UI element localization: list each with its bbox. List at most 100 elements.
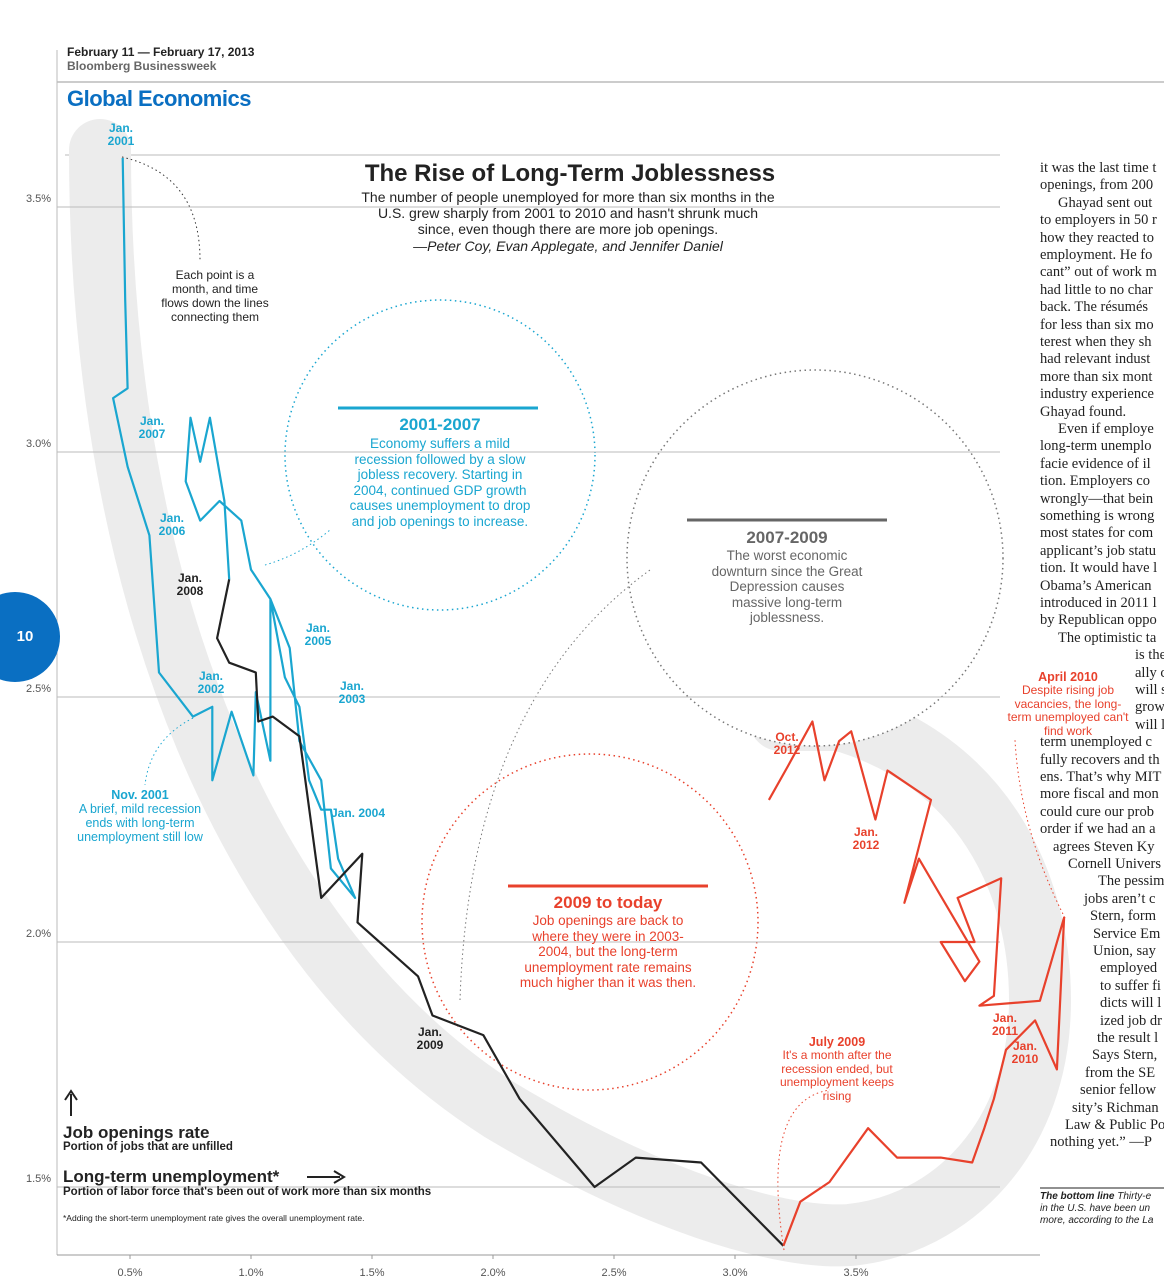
article-line: The optimistic ta [1058, 629, 1157, 646]
article-line: nothing yet.” —P [1050, 1134, 1152, 1151]
article-line: most states for com [1040, 525, 1154, 542]
x-tick-label: 0.5% [117, 1267, 142, 1279]
article-line: Ghayad sent out [1058, 194, 1153, 211]
point-label: Jan. 2009 [416, 1025, 444, 1052]
x-tick-label: 3.0% [722, 1267, 747, 1279]
article-line: to suffer fi [1100, 977, 1161, 994]
article-line: senior fellow [1080, 1082, 1157, 1099]
bottom-line-text: in the U.S. have been un [1040, 1203, 1151, 1214]
article-line: could cure our prob [1040, 803, 1154, 820]
article-line: it was the last time t [1040, 160, 1157, 176]
article-line: term unemployed c [1040, 734, 1152, 751]
y-tick-label: 3.0% [26, 438, 51, 450]
article-line: employment. He fo [1040, 247, 1153, 263]
publication: Bloomberg Businessweek [67, 59, 217, 73]
marks [112, 157, 1066, 1247]
inset-title: 2001-2007 [399, 415, 481, 434]
series-line [216, 579, 785, 1247]
series-line [767, 720, 1066, 1247]
point-label: Oct. 2012 [773, 730, 801, 757]
article-line: employed [1100, 960, 1158, 977]
point-label: Jan. 2010 [1011, 1039, 1039, 1066]
leader [121, 156, 201, 261]
x-arrow-head [333, 1170, 346, 1184]
bottom-line-text: Thirty-e [1117, 1191, 1152, 1202]
point-label: Jan. 2006 [158, 511, 186, 538]
chart-subtitle: The number of people unemployed for more… [361, 189, 775, 237]
y-tick-label: 1.5% [26, 1173, 51, 1185]
article-line: agrees Steven Ky [1053, 838, 1155, 855]
article-line: had relevant indust [1040, 351, 1151, 368]
inset-title: 2007-2009 [746, 528, 828, 547]
leader [264, 529, 331, 566]
article-line: will s [1135, 682, 1164, 698]
point-label: Jan. 2007 [138, 414, 166, 441]
article-line: fully recovers and th [1040, 751, 1160, 768]
article-line: tion. It would have l [1040, 560, 1158, 577]
bottom-line-text: more, according to the La [1040, 1215, 1154, 1226]
article-line: ized job dr [1100, 1012, 1163, 1029]
annotation-title: April 2010 [1038, 670, 1098, 684]
annotation-title: Nov. 2001 [111, 788, 169, 802]
annotation: A brief, mild recession ends with long-t… [77, 802, 203, 844]
inset-text: Economy suffers a mild recession followe… [349, 436, 531, 529]
article-line: The pessim [1098, 873, 1164, 890]
x-tick-label: 1.5% [359, 1267, 384, 1279]
footnote: *Adding the short-term unemployment rate… [63, 1213, 365, 1223]
leader [1014, 739, 1066, 919]
x-tick-label: 2.5% [601, 1267, 626, 1279]
inset-circle [626, 369, 1004, 747]
article-line: dicts will l [1100, 995, 1162, 1012]
point-label: Jan. 2005 [304, 621, 332, 648]
x-axis-sublabel: Portion of labor force that's been out o… [63, 1186, 432, 1198]
point-label: Jan. 2004 [330, 806, 386, 820]
inset-title: 2009 to today [553, 893, 663, 912]
article-line: wrongly—that bein [1040, 490, 1154, 507]
annotation: Despite rising job vacancies, the long-t… [1007, 683, 1129, 738]
point-label: Jan. 2002 [197, 669, 225, 696]
article-line: Even if employe [1058, 421, 1154, 437]
article-line: industry experience [1040, 386, 1154, 403]
article-line: tion. Employers co [1040, 473, 1150, 490]
article-line: more fiscal and mon [1040, 786, 1159, 803]
article-line: the result l [1097, 1030, 1159, 1046]
article-line: back. The résumés [1040, 299, 1149, 316]
section: Global Economics [67, 86, 251, 111]
article-line: to employers in 50 r [1040, 212, 1157, 229]
article-line: Ghayad found. [1040, 403, 1127, 420]
article-line: cant” out of work m [1040, 264, 1157, 281]
article-line: sity’s Richman [1072, 1099, 1159, 1116]
inset-circle [421, 753, 759, 1091]
y-tick-label: 2.0% [26, 928, 51, 940]
bottom-line: The bottom line Thirty-e in the U.S. hav… [1040, 1191, 1153, 1227]
article-line: long-term unemplo [1040, 438, 1152, 455]
article-line: facie evidence of il [1040, 455, 1151, 472]
article-line: Service Em [1093, 925, 1161, 942]
page-badge [0, 592, 60, 682]
annotation-title: July 2009 [808, 1035, 866, 1049]
bottom-line-label: The bottom line [1040, 1191, 1115, 1202]
chart-title: The Rise of Long-Term Joblessness [364, 160, 776, 187]
point-label: Jan. 2011 [991, 1011, 1019, 1038]
article-line: will l [1135, 716, 1164, 733]
inset-text: Job openings are back to where they were… [519, 913, 697, 990]
x-tick-label: 2.0% [480, 1267, 505, 1279]
grid: 1.5% 2.0% 2.5% 3.0% 3.5% 0.5% 1.0% 1.5% 2.0% 2.5%… [26, 193, 1000, 1279]
article-line: openings, from 200 [1040, 177, 1154, 194]
y-tick-label: 3.5% [26, 193, 51, 205]
point-label: Jan. 2012 [852, 825, 880, 852]
article-line: applicant’s job statu [1040, 542, 1156, 559]
article-line: more than six mont [1040, 368, 1153, 385]
article-line: Union, say [1093, 943, 1156, 959]
article-line: had little to no char [1040, 281, 1153, 298]
y-axis-label: Job openings rate [63, 1123, 210, 1142]
y-axis-sublabel: Portion of jobs that are unfilled [63, 1141, 233, 1153]
article-line: is the [1135, 647, 1164, 664]
annotation: It's a month after the recession ended, … [779, 1048, 895, 1103]
article-line: for less than six mo [1040, 316, 1154, 333]
article-line: by Republican oppo [1040, 612, 1157, 629]
article-line: Cornell Univers [1068, 856, 1162, 872]
article-line: ally c [1135, 664, 1164, 681]
